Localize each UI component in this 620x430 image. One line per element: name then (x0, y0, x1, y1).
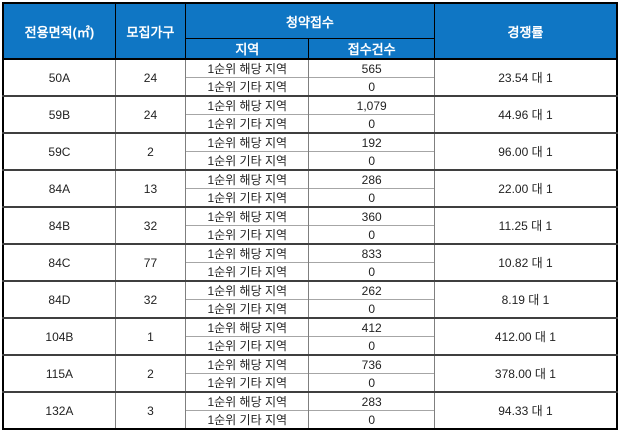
table-group-59B: 59B 24 1순위 해당 지역 1,079 44.96 대 1 1순위 기타 … (2, 96, 618, 133)
cell-households: 24 (114, 96, 187, 133)
cell-area: 59B (2, 96, 116, 133)
cell-region: 1순위 해당 지역 (185, 207, 310, 226)
cell-households: 77 (114, 244, 187, 281)
cell-area: 104B (2, 318, 116, 355)
cell-rate: 11.25 대 1 (433, 207, 618, 244)
cell-region: 1순위 기타 지역 (185, 373, 310, 392)
cell-region: 1순위 기타 지역 (185, 77, 310, 96)
cell-region: 1순위 해당 지역 (185, 170, 310, 189)
header-count: 접수건수 (308, 38, 435, 60)
cell-households: 2 (114, 355, 187, 392)
cell-region: 1순위 기타 지역 (185, 410, 310, 429)
header-area: 전용면적(㎡) (2, 2, 116, 60)
cell-households: 13 (114, 170, 187, 207)
cell-region: 1순위 해당 지역 (185, 355, 310, 374)
cell-area: 84A (2, 170, 116, 207)
cell-count: 0 (308, 373, 435, 392)
cell-count: 412 (308, 318, 435, 337)
cell-households: 32 (114, 281, 187, 318)
cell-count: 192 (308, 133, 435, 152)
cell-households: 24 (114, 59, 187, 96)
cell-count: 0 (308, 410, 435, 429)
table-group-50A: 50A 24 1순위 해당 지역 565 23.54 대 1 1순위 기타 지역… (2, 59, 618, 96)
cell-rate: 378.00 대 1 (433, 355, 618, 392)
cell-region: 1순위 해당 지역 (185, 133, 310, 152)
cell-rate: 8.19 대 1 (433, 281, 618, 318)
cell-region: 1순위 해당 지역 (185, 244, 310, 263)
cell-region: 1순위 기타 지역 (185, 188, 310, 207)
table-group-59C: 59C 2 1순위 해당 지역 192 96.00 대 1 1순위 기타 지역 … (2, 133, 618, 170)
cell-rate: 96.00 대 1 (433, 133, 618, 170)
header-households: 모집가구 (114, 2, 187, 60)
cell-area: 50A (2, 59, 116, 96)
cell-count: 0 (308, 225, 435, 244)
cell-count: 0 (308, 77, 435, 96)
cell-count: 360 (308, 207, 435, 226)
cell-rate: 44.96 대 1 (433, 96, 618, 133)
cell-rate: 23.54 대 1 (433, 59, 618, 96)
cell-count: 0 (308, 114, 435, 133)
table-group-84A: 84A 13 1순위 해당 지역 286 22.00 대 1 1순위 기타 지역… (2, 170, 618, 207)
cell-count: 0 (308, 151, 435, 170)
cell-area: 132A (2, 392, 116, 429)
table-header: 전용면적(㎡) 모집가구 청약접수 경쟁률 지역 접수건수 (2, 2, 618, 60)
cell-region: 1순위 기타 지역 (185, 114, 310, 133)
header-region: 지역 (185, 38, 310, 60)
cell-region: 1순위 해당 지역 (185, 392, 310, 411)
cell-count: 262 (308, 281, 435, 300)
table-group-132A: 132A 3 1순위 해당 지역 283 94.33 대 1 1순위 기타 지역… (2, 392, 618, 429)
cell-region: 1순위 해당 지역 (185, 281, 310, 300)
cell-rate: 412.00 대 1 (433, 318, 618, 355)
cell-region: 1순위 기타 지역 (185, 262, 310, 281)
cell-rate: 22.00 대 1 (433, 170, 618, 207)
cell-area: 115A (2, 355, 116, 392)
table-group-84B: 84B 32 1순위 해당 지역 360 11.25 대 1 1순위 기타 지역… (2, 207, 618, 244)
header-rate: 경쟁률 (433, 2, 618, 60)
cell-region: 1순위 해당 지역 (185, 96, 310, 115)
cell-region: 1순위 해당 지역 (185, 59, 310, 78)
cell-households: 32 (114, 207, 187, 244)
cell-households: 3 (114, 392, 187, 429)
cell-households: 1 (114, 318, 187, 355)
cell-count: 1,079 (308, 96, 435, 115)
cell-rate: 10.82 대 1 (433, 244, 618, 281)
cell-count: 565 (308, 59, 435, 78)
cell-region: 1순위 해당 지역 (185, 318, 310, 337)
cell-area: 59C (2, 133, 116, 170)
cell-count: 833 (308, 244, 435, 263)
cell-region: 1순위 기타 지역 (185, 151, 310, 170)
table-group-104B: 104B 1 1순위 해당 지역 412 412.00 대 1 1순위 기타 지… (2, 318, 618, 355)
cell-count: 0 (308, 299, 435, 318)
cell-count: 0 (308, 188, 435, 207)
table-group-115A: 115A 2 1순위 해당 지역 736 378.00 대 1 1순위 기타 지… (2, 355, 618, 392)
cell-rate: 94.33 대 1 (433, 392, 618, 429)
header-subscription: 청약접수 (185, 2, 435, 39)
cell-count: 283 (308, 392, 435, 411)
cell-count: 0 (308, 336, 435, 355)
cell-region: 1순위 기타 지역 (185, 299, 310, 318)
cell-count: 286 (308, 170, 435, 189)
cell-region: 1순위 기타 지역 (185, 336, 310, 355)
table-group-84C: 84C 77 1순위 해당 지역 833 10.82 대 1 1순위 기타 지역… (2, 244, 618, 281)
cell-area: 84C (2, 244, 116, 281)
cell-region: 1순위 기타 지역 (185, 225, 310, 244)
cell-count: 736 (308, 355, 435, 374)
cell-households: 2 (114, 133, 187, 170)
cell-area: 84B (2, 207, 116, 244)
cell-count: 0 (308, 262, 435, 281)
cell-area: 84D (2, 281, 116, 318)
table-group-84D: 84D 32 1순위 해당 지역 262 8.19 대 1 1순위 기타 지역 … (2, 281, 618, 318)
